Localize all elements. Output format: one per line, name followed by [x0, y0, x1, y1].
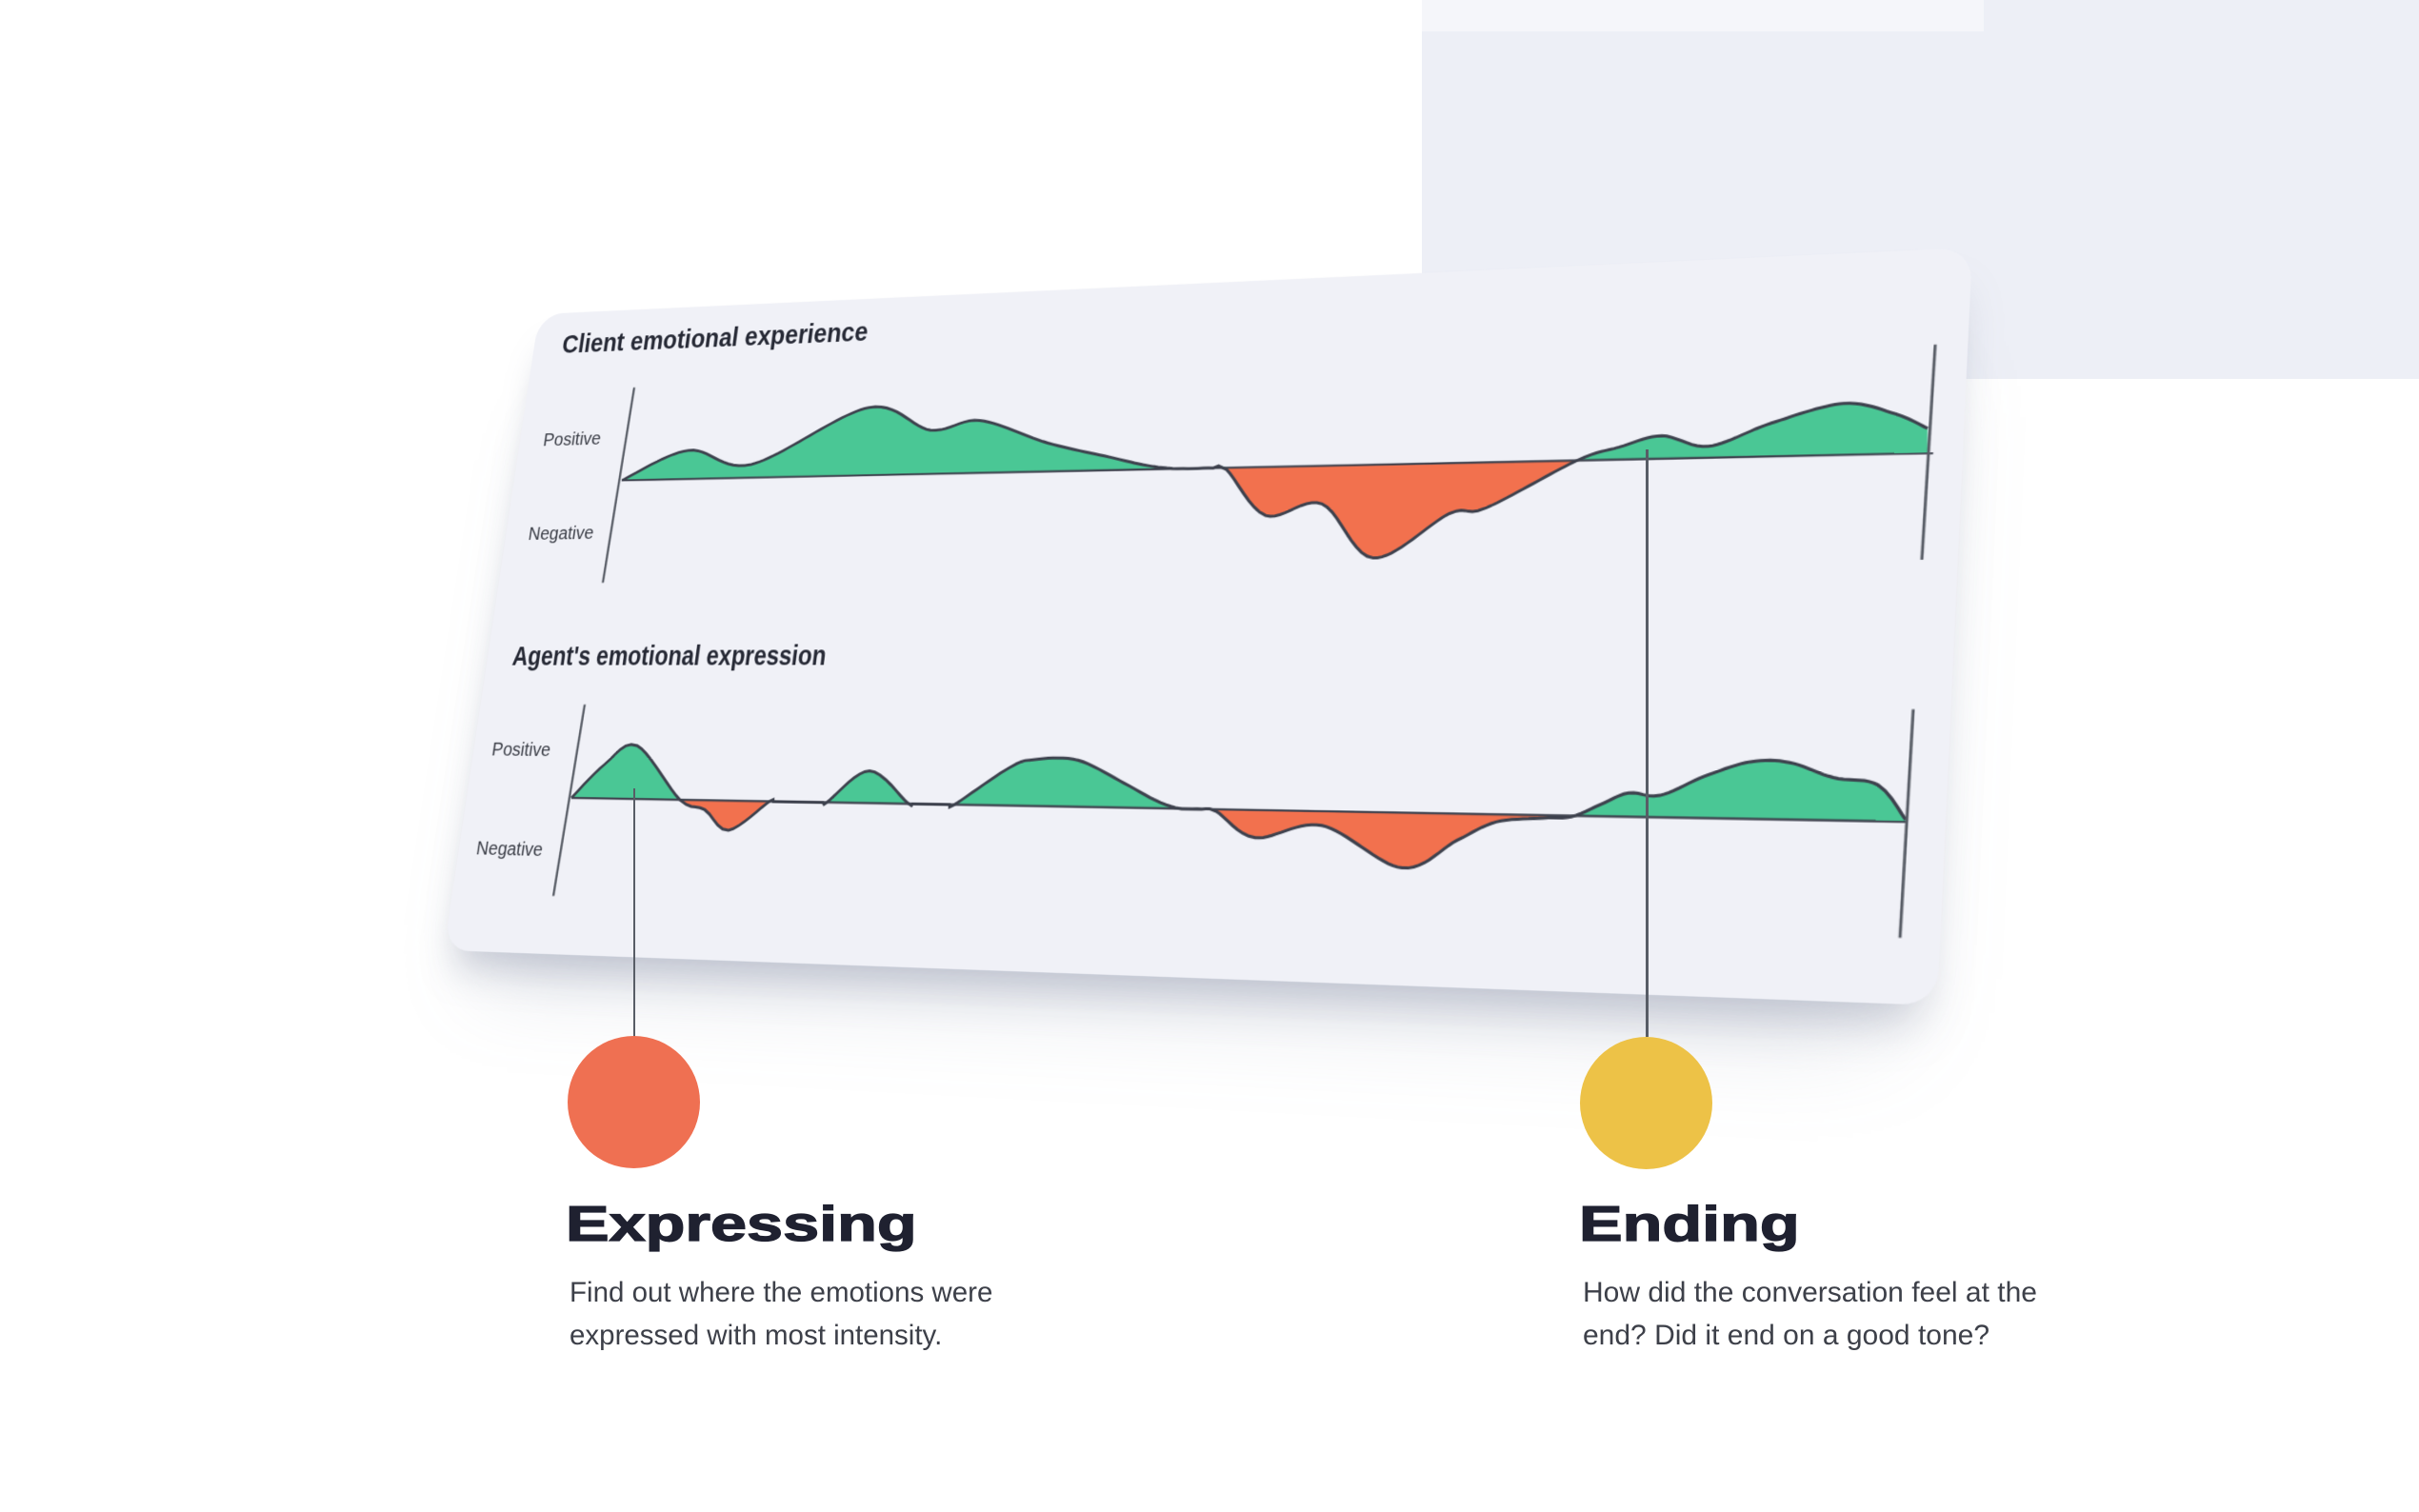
svg-text:Positive: Positive — [490, 740, 551, 761]
svg-text:Client emotional experience: Client emotional experience — [560, 318, 870, 359]
svg-text:Agent's emotional expression: Agent's emotional expression — [510, 642, 828, 672]
svg-text:Negative: Negative — [475, 838, 545, 861]
svg-text:Positive: Positive — [542, 428, 602, 450]
svg-text:Negative: Negative — [527, 523, 595, 544]
